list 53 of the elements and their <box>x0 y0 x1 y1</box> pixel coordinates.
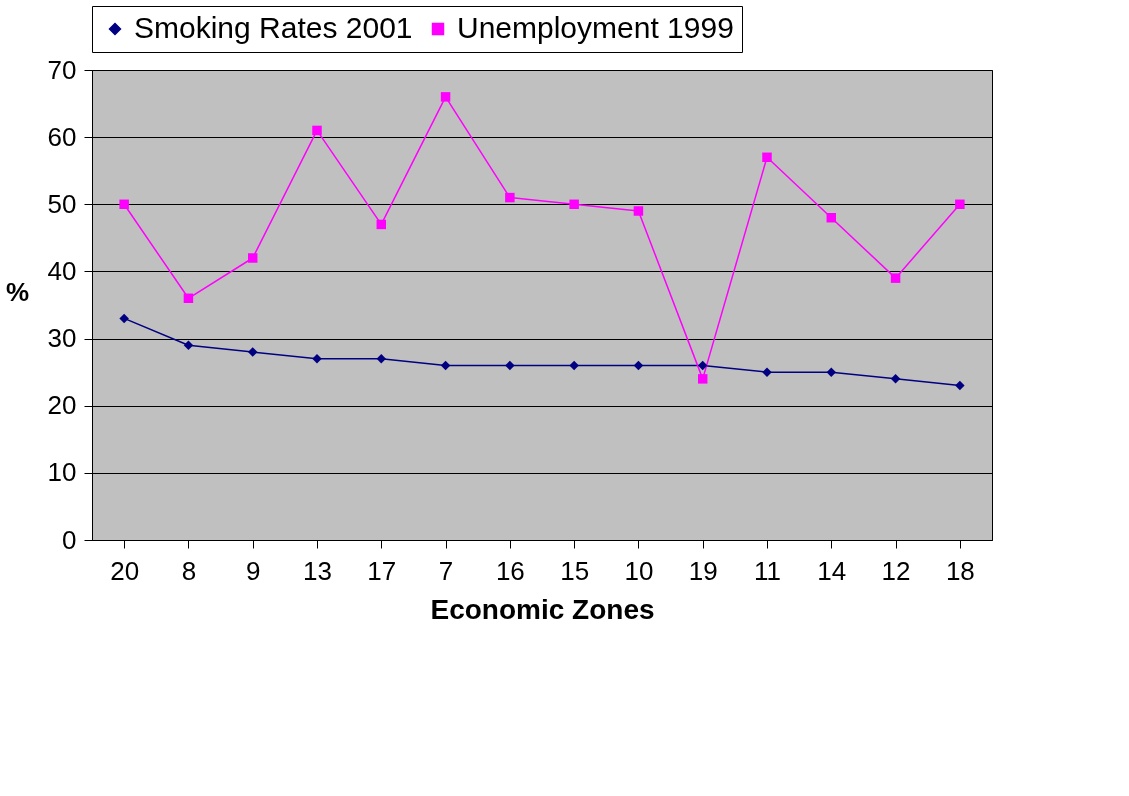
point <box>826 367 837 377</box>
y-tick-label: 10 <box>47 457 77 488</box>
point <box>505 360 515 371</box>
point <box>569 199 579 210</box>
point <box>505 192 515 203</box>
point <box>312 353 322 364</box>
point <box>247 253 258 263</box>
point <box>762 152 772 163</box>
x-tick-label: 7 <box>438 555 454 586</box>
point <box>890 374 901 384</box>
point <box>376 219 387 230</box>
x-tick-label: 14 <box>817 555 847 586</box>
y-tick-label: 0 <box>62 524 77 555</box>
point <box>247 347 258 357</box>
point <box>440 360 451 371</box>
point <box>183 293 194 304</box>
x-tick-label: 11 <box>754 555 781 586</box>
point <box>697 374 708 384</box>
legend-label: Smoking Rates 2001 <box>134 11 413 44</box>
x-tick-label: 20 <box>110 555 140 586</box>
y-axis-title: % <box>6 276 30 307</box>
point <box>440 92 451 102</box>
x-tick-label: 8 <box>181 555 197 586</box>
x-tick-label: 19 <box>688 555 718 586</box>
x-tick-label: 17 <box>367 555 397 586</box>
point <box>955 380 965 391</box>
point <box>376 353 387 364</box>
point <box>312 125 322 136</box>
point <box>119 199 129 210</box>
point <box>633 360 644 371</box>
x-tick-label: 15 <box>560 555 590 586</box>
point <box>890 273 901 283</box>
point <box>697 360 708 371</box>
legend-label: Unemployment 1999 <box>457 11 734 44</box>
x-tick-label: 16 <box>495 555 525 586</box>
point <box>633 206 644 216</box>
y-tick-label: 40 <box>47 255 77 286</box>
point <box>955 199 965 210</box>
point <box>119 313 129 324</box>
y-tick-label: 60 <box>47 121 77 152</box>
y-tick-label: 50 <box>47 188 77 219</box>
point <box>826 212 837 223</box>
x-tick-label: 18 <box>945 555 975 586</box>
point <box>569 360 579 371</box>
x-axis-title: Economic Zones <box>430 593 655 625</box>
x-tick-label: 9 <box>245 555 261 586</box>
y-tick-label: 30 <box>47 323 77 354</box>
x-tick-label: 10 <box>624 555 654 586</box>
y-tick-label: 20 <box>47 390 77 421</box>
x-tick-label: 12 <box>881 555 911 586</box>
point <box>183 340 194 351</box>
x-tick-label: 13 <box>303 555 332 586</box>
y-tick-label: 70 <box>47 54 77 85</box>
